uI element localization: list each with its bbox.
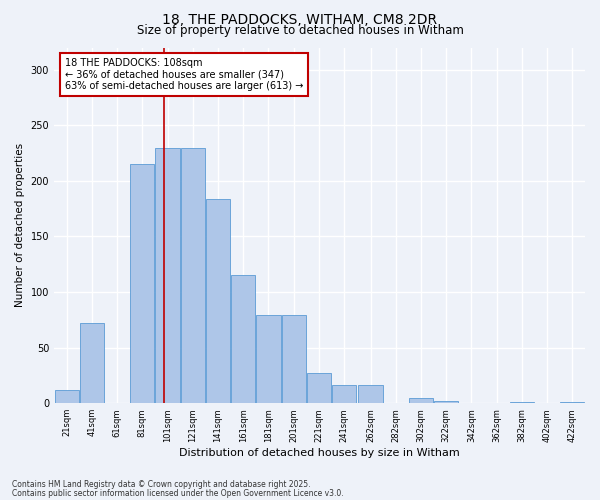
Bar <box>434 401 458 403</box>
Bar <box>181 148 205 403</box>
Y-axis label: Number of detached properties: Number of detached properties <box>15 144 25 308</box>
Bar <box>358 386 383 403</box>
Bar <box>231 276 256 403</box>
Text: Size of property relative to detached houses in Witham: Size of property relative to detached ho… <box>137 24 463 37</box>
Bar <box>130 164 154 403</box>
Bar <box>256 316 281 403</box>
Bar <box>55 390 79 403</box>
Bar <box>560 402 584 403</box>
Text: Contains public sector information licensed under the Open Government Licence v3: Contains public sector information licen… <box>12 488 344 498</box>
Text: 18, THE PADDOCKS, WITHAM, CM8 2DR: 18, THE PADDOCKS, WITHAM, CM8 2DR <box>163 12 437 26</box>
Bar <box>332 386 356 403</box>
Text: Contains HM Land Registry data © Crown copyright and database right 2025.: Contains HM Land Registry data © Crown c… <box>12 480 311 489</box>
Text: 18 THE PADDOCKS: 108sqm
← 36% of detached houses are smaller (347)
63% of semi-d: 18 THE PADDOCKS: 108sqm ← 36% of detache… <box>65 58 303 92</box>
Bar <box>80 323 104 403</box>
Bar <box>510 402 534 403</box>
Bar <box>281 316 306 403</box>
Bar <box>206 198 230 403</box>
Bar <box>155 148 179 403</box>
Bar <box>307 373 331 403</box>
Bar <box>409 398 433 403</box>
X-axis label: Distribution of detached houses by size in Witham: Distribution of detached houses by size … <box>179 448 460 458</box>
